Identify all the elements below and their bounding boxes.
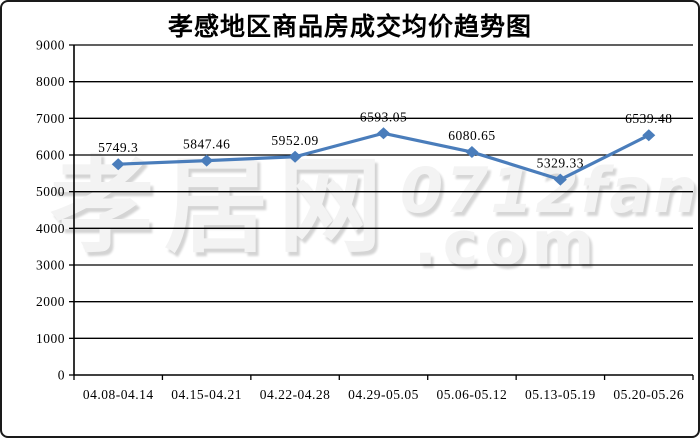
data-point-marker	[465, 146, 479, 159]
x-axis-label: 04.15-04.21	[171, 387, 242, 402]
data-label: 6080.65	[448, 128, 495, 143]
x-axis-label: 05.20-05.26	[613, 387, 684, 402]
data-point-marker	[288, 150, 302, 163]
x-axis-label: 04.22-04.28	[260, 387, 331, 402]
x-axis-label: 04.08-04.14	[83, 387, 154, 402]
data-label: 6593.05	[360, 109, 407, 124]
data-label: 5749.3	[98, 140, 138, 155]
y-axis-label: 0	[58, 368, 65, 383]
data-label: 5952.09	[271, 133, 318, 148]
data-label: 6539.48	[625, 111, 672, 126]
x-axis-label: 05.13-05.19	[525, 387, 596, 402]
y-axis-label: 3000	[36, 258, 65, 273]
x-axis-label: 04.29-05.05	[348, 387, 419, 402]
y-axis-label: 5000	[36, 184, 65, 199]
data-label: 5329.33	[537, 156, 584, 171]
y-axis-label: 1000	[36, 331, 65, 346]
y-axis-label: 8000	[36, 74, 65, 89]
chart-title: 孝感地区商品房成交均价趋势图	[167, 14, 532, 41]
y-axis-label: 4000	[36, 221, 65, 236]
data-point-marker	[377, 127, 390, 140]
y-axis-label: 9000	[36, 38, 65, 53]
data-point-marker	[200, 154, 214, 167]
data-point-marker	[642, 129, 656, 142]
data-point-marker	[111, 158, 125, 171]
x-axis-label: 05.06-05.12	[437, 387, 508, 402]
y-axis-label: 2000	[36, 294, 65, 309]
data-label: 5847.46	[183, 137, 230, 152]
data-point-marker	[553, 173, 567, 186]
y-axis-label: 7000	[36, 111, 65, 126]
y-axis-label: 6000	[36, 148, 65, 163]
